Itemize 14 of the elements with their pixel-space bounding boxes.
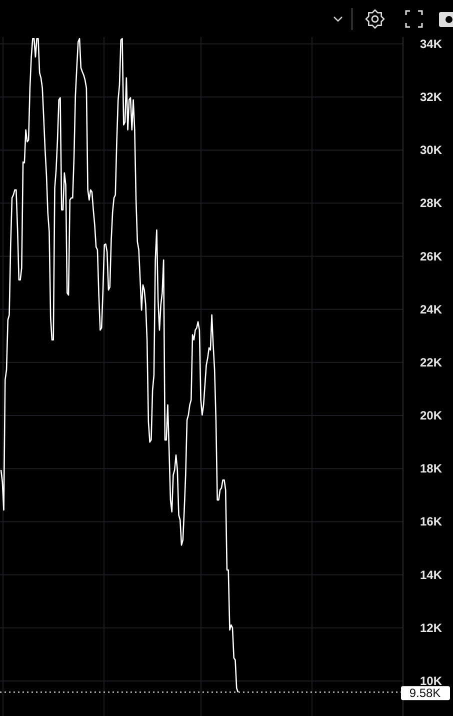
y-tick-label: 30K [420, 143, 442, 158]
y-tick-label: 16K [420, 514, 442, 529]
ref-line-label: 9.58K [409, 686, 441, 700]
y-tick-label: 12K [420, 620, 442, 635]
y-tick-label: 34K [420, 36, 442, 51]
y-tick-label: 14K [420, 568, 442, 582]
y-tick-label: 24K [420, 302, 442, 316]
y-tick-label: 18K [420, 462, 442, 476]
y-tick-label: 32K [420, 90, 442, 104]
y-tick-label: 22K [420, 355, 442, 370]
y-tick-label: 26K [420, 249, 442, 264]
y-tick-label: 28K [420, 196, 442, 210]
y-tick-label: 20K [420, 408, 442, 423]
y-tick-label: 10K [420, 674, 442, 688]
